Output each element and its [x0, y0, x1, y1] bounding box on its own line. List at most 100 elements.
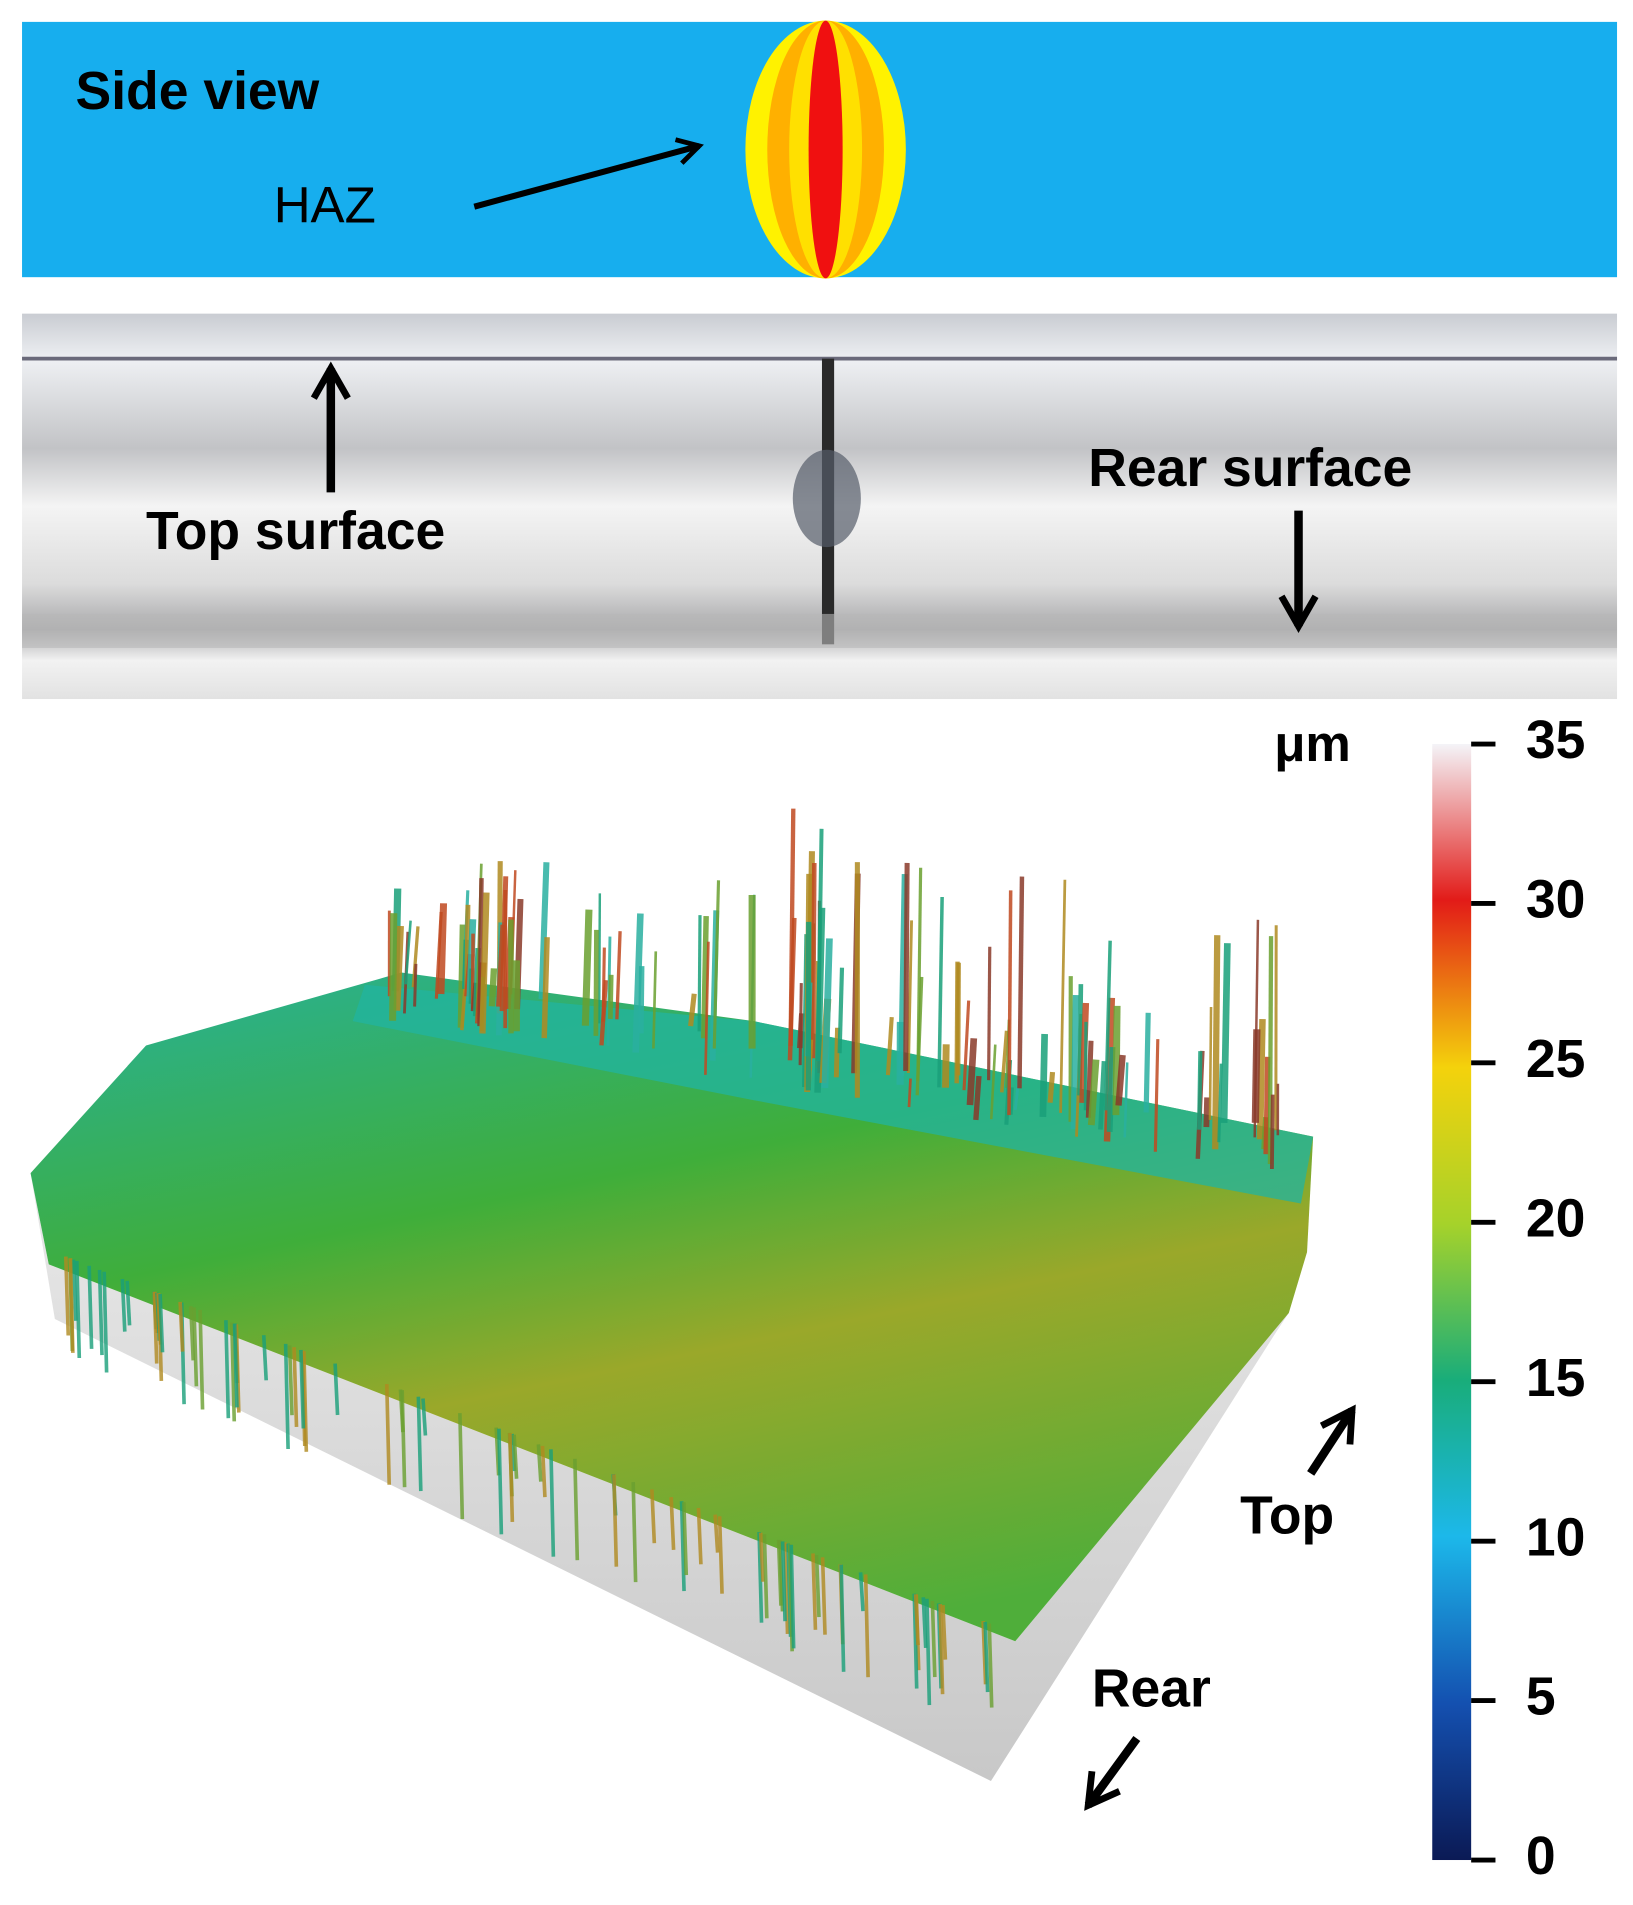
spike: [907, 1078, 912, 1108]
spike: [458, 1413, 465, 1520]
spike: [815, 828, 824, 1062]
haz-band: [352, 984, 1314, 1204]
spike: [1039, 1033, 1048, 1118]
spike: [400, 1390, 407, 1488]
spike: [717, 1516, 724, 1594]
haz-arrow: [473, 137, 704, 210]
spike: [229, 1322, 237, 1422]
spike: [669, 1497, 676, 1550]
spike: [389, 913, 398, 1021]
spike: [120, 1278, 127, 1332]
top-direction-label: Top: [1240, 1487, 1334, 1546]
spike: [224, 1320, 231, 1419]
spike: [1212, 935, 1221, 1150]
spike: [497, 1428, 504, 1535]
spike: [916, 867, 923, 1081]
spike: [966, 1038, 978, 1106]
spike: [762, 1534, 769, 1619]
spike: [549, 1449, 556, 1557]
spike: [987, 946, 992, 1081]
spike: [102, 1271, 109, 1373]
spike: [488, 968, 498, 1007]
spike: [1085, 1040, 1094, 1118]
spike: [601, 947, 606, 1022]
colorbar-unit: μm: [1274, 715, 1351, 772]
spike: [863, 1574, 870, 1678]
spike: [421, 1398, 428, 1436]
spike: [962, 1000, 971, 1091]
spike: [780, 1541, 787, 1622]
spike: [457, 924, 466, 1028]
spike: [97, 1269, 104, 1356]
spike: [158, 1293, 165, 1353]
spike: [1083, 1021, 1088, 1111]
colorbar-tick-label: 10: [1526, 1508, 1586, 1567]
spike: [477, 878, 484, 1027]
spike: [302, 1351, 309, 1452]
spike: [287, 1345, 294, 1416]
spike: [757, 1532, 764, 1623]
colorbar: [1432, 744, 1472, 1861]
rear-surface-label: Rear surface: [1088, 439, 1412, 498]
side-view-title: Side view: [76, 62, 320, 121]
rear-direction-label: Rear: [1092, 1659, 1211, 1718]
spike: [152, 1291, 159, 1364]
spike: [631, 1481, 638, 1583]
spike: [75, 1260, 82, 1359]
colorbar-ticks: 0 5 10 15 20 25 30 35: [1471, 711, 1585, 1886]
weld-spot: [792, 449, 861, 548]
spike: [650, 1489, 657, 1544]
surface-spikes: [63, 808, 1280, 1708]
spike: [1087, 1059, 1100, 1126]
spike: [942, 1044, 950, 1088]
spike: [1070, 994, 1079, 1130]
spike: [696, 1507, 703, 1565]
spike: [973, 1075, 982, 1121]
ripple-band: [22, 613, 1618, 648]
spike: [839, 1564, 846, 1672]
spike: [837, 967, 845, 1054]
spike: [987, 1623, 994, 1708]
colorbar-tick-label: 30: [1526, 871, 1586, 930]
spike: [384, 1384, 392, 1485]
spike: [1143, 1012, 1151, 1113]
colorbar-tick-label: 15: [1526, 1349, 1586, 1408]
spike: [479, 892, 490, 1034]
spike: [712, 880, 721, 1049]
spike: [1017, 876, 1025, 1089]
spike: [1007, 890, 1013, 1116]
spike: [682, 1502, 689, 1576]
spike: [811, 1553, 818, 1630]
spike: [538, 862, 550, 1000]
spike: [63, 1256, 71, 1336]
spike: [798, 983, 803, 1066]
spike: [188, 1306, 196, 1361]
spike: [508, 1432, 515, 1522]
spike: [1197, 1051, 1203, 1130]
spike: [496, 924, 506, 1007]
top-direction-arrow: [1307, 1404, 1356, 1476]
spike: [632, 913, 644, 1053]
spike: [778, 1540, 785, 1612]
spike: [810, 862, 817, 1059]
spike: [416, 1396, 423, 1492]
spike: [704, 941, 710, 1075]
spike: [192, 1307, 199, 1387]
spike: [198, 1309, 205, 1410]
spike: [1077, 984, 1084, 1096]
spike: [1220, 943, 1231, 1124]
spike: [299, 1349, 306, 1429]
spike: [1098, 1061, 1107, 1130]
spike: [178, 1301, 185, 1352]
spike: [1208, 1006, 1213, 1120]
spike: [713, 1514, 720, 1553]
spike: [921, 1597, 928, 1649]
spike: [941, 1605, 948, 1660]
sample-slab: [30, 1173, 1289, 1781]
spike: [652, 951, 658, 1049]
spike: [1267, 936, 1274, 1165]
spike: [1059, 879, 1067, 1113]
spike: [593, 929, 599, 1036]
spike: [1123, 1062, 1129, 1138]
